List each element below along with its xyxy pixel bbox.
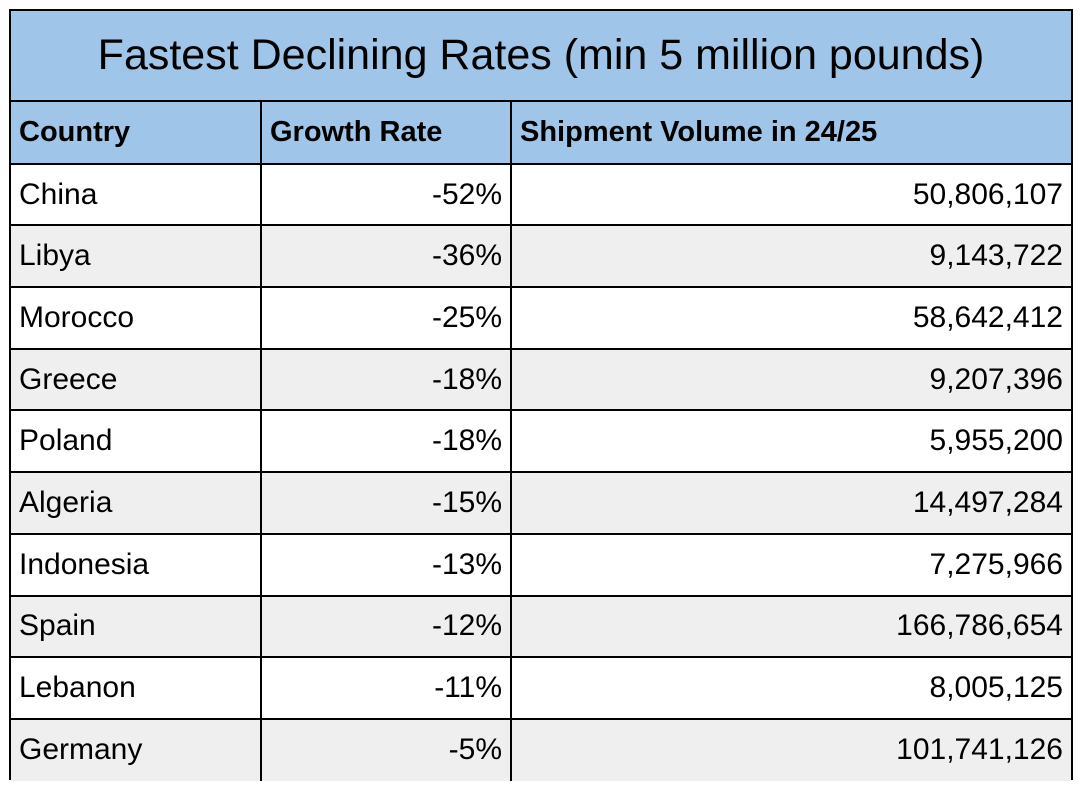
cell-country: Greece [11, 347, 262, 412]
table-row: Morocco -25% 58,642,412 [11, 286, 1071, 350]
cell-country: China [11, 162, 262, 227]
table-row: Lebanon -11% 8,005,125 [11, 656, 1071, 720]
cell-shipment-volume: 101,741,126 [510, 717, 1071, 781]
cell-growth-rate: -36% [260, 224, 512, 289]
cell-shipment-volume: 7,275,966 [510, 532, 1071, 597]
cell-shipment-volume: 166,786,654 [510, 594, 1071, 659]
cell-country: Poland [11, 409, 262, 474]
table-row: China -52% 50,806,107 [11, 162, 1071, 227]
table-row: Poland -18% 5,955,200 [11, 409, 1071, 474]
cell-country: Algeria [11, 471, 262, 535]
cell-shipment-volume: 9,207,396 [510, 347, 1071, 412]
column-header-shipment-volume: Shipment Volume in 24/25 [510, 102, 1071, 165]
cell-growth-rate: -5% [260, 717, 512, 781]
table-row: Greece -18% 9,207,396 [11, 347, 1071, 412]
table-row: Indonesia -13% 7,275,966 [11, 532, 1071, 597]
cell-shipment-volume: 14,497,284 [510, 471, 1071, 535]
cell-growth-rate: -15% [260, 471, 512, 535]
table-row: Libya -36% 9,143,722 [11, 224, 1071, 289]
cell-country: Libya [11, 224, 262, 289]
cell-shipment-volume: 9,143,722 [510, 224, 1071, 289]
data-table: Fastest Declining Rates (min 5 million p… [9, 9, 1073, 781]
cell-shipment-volume: 58,642,412 [510, 286, 1071, 350]
cell-growth-rate: -13% [260, 532, 512, 597]
cell-growth-rate: -18% [260, 409, 512, 474]
table-row: Spain -12% 166,786,654 [11, 594, 1071, 659]
cell-shipment-volume: 50,806,107 [510, 162, 1071, 227]
cell-country: Lebanon [11, 656, 262, 720]
cell-country: Indonesia [11, 532, 262, 597]
column-header-growth-rate: Growth Rate [260, 102, 512, 165]
table-body: China -52% 50,806,107 Libya -36% 9,143,722 Mor… [11, 162, 1071, 781]
cell-growth-rate: -25% [260, 286, 512, 350]
cell-shipment-volume: 5,955,200 [510, 409, 1071, 474]
column-header-country: Country [11, 102, 262, 165]
cell-country: Morocco [11, 286, 262, 350]
cell-country: Spain [11, 594, 262, 659]
table-grid: Country Growth Rate Shipment Volume in 2… [11, 102, 1071, 781]
table-row: Algeria -15% 14,497,284 [11, 471, 1071, 535]
table-title: Fastest Declining Rates (min 5 million p… [11, 11, 1071, 102]
cell-growth-rate: -12% [260, 594, 512, 659]
cell-growth-rate: -11% [260, 656, 512, 720]
table-row: Germany -5% 101,741,126 [11, 717, 1071, 781]
cell-shipment-volume: 8,005,125 [510, 656, 1071, 720]
cell-country: Germany [11, 717, 262, 781]
header-row: Country Growth Rate Shipment Volume in 2… [11, 102, 1071, 165]
cell-growth-rate: -18% [260, 347, 512, 412]
cell-growth-rate: -52% [260, 162, 512, 227]
